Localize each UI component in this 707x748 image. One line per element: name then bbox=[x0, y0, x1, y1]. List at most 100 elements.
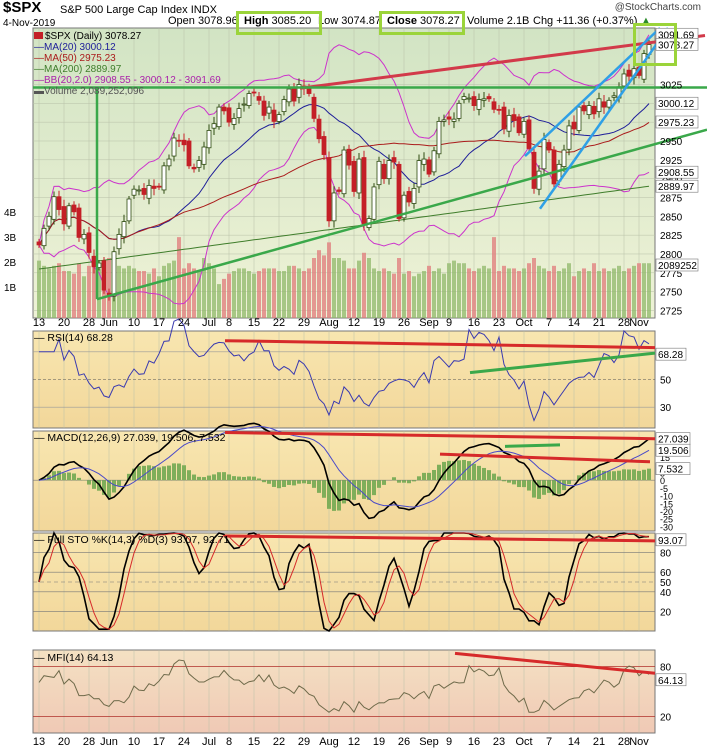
candle-body bbox=[396, 163, 402, 219]
macd-resistance-2 bbox=[439, 452, 651, 464]
volume-bar bbox=[107, 258, 111, 318]
macd-histogram-bar bbox=[292, 480, 296, 486]
candle-body bbox=[116, 233, 122, 250]
x-tick-label-bottom: Jun bbox=[100, 736, 118, 748]
macd-histogram-bar bbox=[557, 480, 561, 494]
volume-bar bbox=[232, 271, 236, 318]
candle-body bbox=[331, 192, 337, 222]
candle-body bbox=[416, 160, 422, 188]
macd-histogram-bar bbox=[87, 480, 91, 485]
macd-histogram-bar bbox=[602, 470, 606, 481]
candles bbox=[36, 40, 652, 302]
macd-histogram-bar bbox=[117, 480, 121, 487]
candle-body bbox=[76, 207, 82, 238]
macd-histogram-bar bbox=[192, 474, 196, 481]
sto-badge bbox=[655, 533, 687, 547]
volume-bar bbox=[507, 268, 511, 318]
volume-bar bbox=[337, 258, 341, 318]
volume-bar bbox=[512, 268, 516, 318]
candle-body bbox=[586, 105, 592, 116]
volume-bar bbox=[617, 265, 621, 318]
volume-bar bbox=[532, 258, 536, 318]
macd-histogram-bar bbox=[362, 480, 366, 499]
volume-bar bbox=[317, 250, 321, 318]
candle-body bbox=[606, 99, 612, 108]
candle-body bbox=[381, 163, 387, 180]
x-tick-label-bottom: 15 bbox=[248, 736, 260, 748]
macd-histogram-bar bbox=[467, 461, 471, 481]
ma20-line bbox=[38, 103, 650, 246]
candle-body bbox=[391, 157, 397, 163]
volume-bar bbox=[352, 268, 356, 318]
volume-bar bbox=[307, 268, 311, 318]
candle-body bbox=[576, 106, 582, 131]
volume-bar bbox=[477, 268, 481, 318]
price-tick-label: 2850 bbox=[660, 212, 683, 223]
volume-bar bbox=[227, 273, 231, 318]
candle-body bbox=[146, 185, 152, 199]
x-tick-label-bottom: 7 bbox=[546, 736, 552, 748]
x-tick-label: 16 bbox=[468, 317, 480, 329]
macd-histogram-bar bbox=[647, 468, 651, 481]
candle-body bbox=[161, 165, 167, 191]
macd-histogram-bar bbox=[282, 480, 286, 487]
macd-histogram-bar bbox=[232, 476, 236, 481]
macd-histogram-bar bbox=[272, 480, 276, 487]
volume-bar bbox=[562, 268, 566, 318]
legend-volume: ▬Volume 2,089,252,096 bbox=[34, 86, 145, 97]
volume-bar bbox=[202, 258, 206, 318]
macd-histogram-bar bbox=[432, 469, 436, 481]
macd-histogram-bar bbox=[577, 475, 581, 481]
macd-histogram-bar bbox=[67, 472, 71, 481]
candle-body bbox=[276, 114, 282, 122]
macd-histogram-bar bbox=[477, 465, 481, 481]
macd-histogram-bar bbox=[582, 472, 586, 481]
candle-body bbox=[256, 96, 262, 101]
x-tick-label: Jul bbox=[202, 317, 216, 329]
volume-bar bbox=[332, 258, 336, 318]
macd-badge-label: 19.506 bbox=[658, 446, 689, 457]
macd-histogram-bar bbox=[262, 480, 266, 483]
macd-histogram-bar bbox=[507, 480, 511, 483]
volume-bar bbox=[632, 265, 636, 318]
volume-bar bbox=[637, 263, 641, 318]
rsi-resistance bbox=[224, 339, 656, 350]
macd-histogram-bar bbox=[622, 469, 626, 481]
mfi-resistance bbox=[454, 651, 656, 675]
volume-bar bbox=[557, 271, 561, 318]
candle-body bbox=[341, 149, 347, 195]
volume-bar bbox=[377, 271, 381, 318]
x-tick-label: 17 bbox=[153, 317, 165, 329]
volume-badge-label: 2089252 bbox=[658, 261, 697, 272]
volume-bar bbox=[122, 268, 126, 318]
price-tick-label: 2775 bbox=[660, 269, 683, 280]
volume-badge bbox=[655, 258, 699, 272]
volume-bar bbox=[462, 263, 466, 318]
rsi-tick-label: 30 bbox=[660, 403, 672, 414]
volume-bar bbox=[322, 255, 326, 318]
macd-histogram-bar bbox=[162, 466, 166, 481]
volume-bar bbox=[272, 268, 276, 318]
candle-body bbox=[621, 73, 627, 87]
mfi-tick-label: 80 bbox=[660, 663, 672, 674]
volume-bar bbox=[547, 271, 551, 318]
macd-histogram-bar bbox=[217, 472, 221, 481]
price-tick-label: 2825 bbox=[660, 231, 683, 242]
candle-body bbox=[246, 93, 252, 106]
macd-tick-label: -25 bbox=[660, 515, 673, 525]
volume-bar bbox=[207, 263, 211, 318]
volume-bar bbox=[77, 263, 81, 318]
sto-title: — Full STO %K(14,3) %D(3) 93.07, 92.71 bbox=[34, 534, 230, 546]
candle-body bbox=[196, 160, 202, 168]
x-tick-label: 15 bbox=[248, 317, 260, 329]
candle-body bbox=[406, 191, 412, 203]
mfi-title: — MFI(14) 64.13 bbox=[34, 652, 114, 664]
volume-bar bbox=[442, 273, 446, 318]
price-tick-label: 2925 bbox=[660, 156, 683, 167]
volume-bar bbox=[192, 268, 196, 318]
candle-body bbox=[201, 146, 207, 165]
volume-tick-label: 1B bbox=[4, 283, 17, 294]
candle-body bbox=[281, 99, 287, 113]
mfi-badge-label: 64.13 bbox=[658, 676, 683, 687]
candle-body bbox=[171, 137, 177, 157]
